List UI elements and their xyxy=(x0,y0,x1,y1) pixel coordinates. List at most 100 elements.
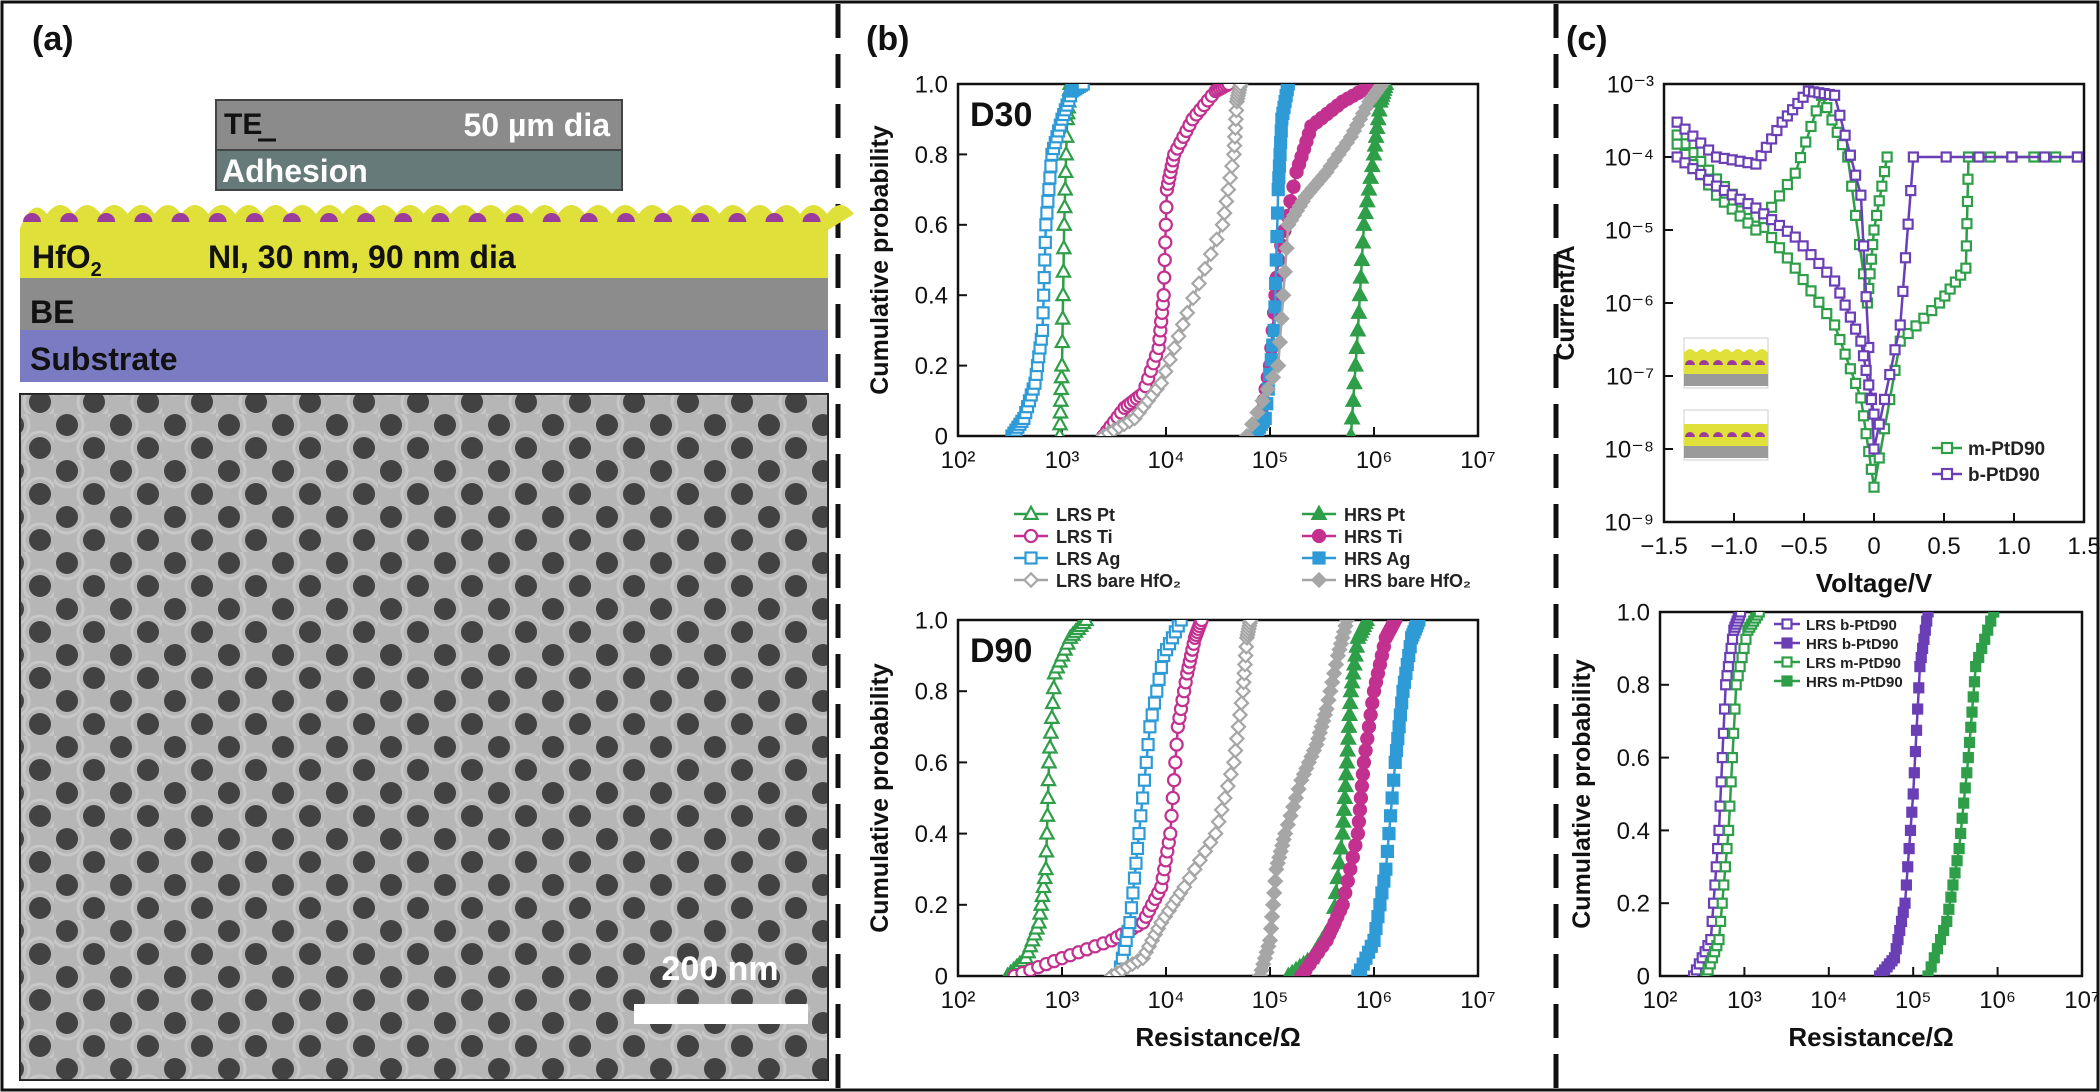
chart-d90: 10² 10³ 10⁴ 10⁵ 10⁶ 10⁷ 0 0.2 0.4 0.6 0.8 1.0 D90 Cum… xyxy=(866,607,1496,1052)
data-point xyxy=(1041,738,1059,754)
data-point xyxy=(1356,755,1372,770)
ni-particle xyxy=(765,213,784,222)
data-point xyxy=(1899,252,1912,264)
data-point xyxy=(1227,119,1244,137)
data-point xyxy=(1881,151,1893,163)
data-point xyxy=(1225,754,1243,771)
inset-ni xyxy=(1685,432,1695,437)
data-point xyxy=(1158,217,1173,232)
data-point xyxy=(1868,408,1880,420)
data-point xyxy=(1810,105,1822,117)
data-point xyxy=(1352,802,1368,818)
sem-shading xyxy=(20,394,828,1080)
data-point xyxy=(1734,210,1746,222)
data-point xyxy=(1227,742,1244,759)
x-tick-label: 10⁵ xyxy=(1252,987,1289,1014)
data-point xyxy=(1687,163,1699,175)
data-point xyxy=(1124,901,1139,915)
data-point xyxy=(1134,809,1148,823)
data-point xyxy=(1347,356,1365,372)
data-point xyxy=(1043,171,1057,185)
data-point xyxy=(1038,824,1056,840)
data-point xyxy=(1967,691,1979,703)
y-tick-label: 0 xyxy=(935,423,948,450)
data-point xyxy=(1388,755,1402,770)
legend-label: HRS Ag xyxy=(1344,549,1410,569)
data-point xyxy=(1721,670,1733,682)
inset-hfo2 xyxy=(1684,424,1768,446)
data-point xyxy=(1718,196,1730,208)
data-point xyxy=(1873,195,1885,207)
inset-be xyxy=(1684,374,1768,386)
data-point xyxy=(1958,797,1970,809)
data-point xyxy=(1349,320,1367,337)
data-point xyxy=(1310,571,1328,589)
data-point xyxy=(1234,683,1252,700)
data-point xyxy=(1052,391,1070,407)
data-point xyxy=(1345,655,1363,671)
te-layer xyxy=(215,99,623,151)
data-point xyxy=(1036,306,1050,320)
data-point xyxy=(1940,441,1954,455)
data-point xyxy=(1369,109,1387,126)
y-tick-label: 1.0 xyxy=(1617,599,1650,626)
data-point xyxy=(1363,156,1381,173)
legend-label: HRS Pt xyxy=(1344,505,1405,525)
data-point xyxy=(1717,727,1730,739)
data-point xyxy=(1268,300,1282,314)
adhesion-layer xyxy=(215,149,623,191)
data-point xyxy=(1902,861,1914,873)
data-point xyxy=(1781,225,1793,237)
data-point xyxy=(1053,367,1071,384)
data-point xyxy=(1839,348,1851,360)
ni-particle xyxy=(134,213,153,222)
device-stack: TE 50 µm dia Adhesion HfO2 NI, 30 nm, 90… xyxy=(20,99,854,382)
ni-particle xyxy=(319,213,338,222)
data-point xyxy=(1938,924,1950,937)
chart-d30: 10² 10³ 10⁴ 10⁵ 10⁶ 10⁷ 0 0.2 0.4 0.6 0.8 1.0 D30 Cum… xyxy=(866,71,1496,474)
x-tick-label: 10⁴ xyxy=(1147,447,1184,474)
data-point xyxy=(1379,862,1393,876)
ni-particle xyxy=(505,213,524,222)
data-point xyxy=(1139,755,1153,770)
inset-ni xyxy=(1755,432,1765,437)
data-point xyxy=(1190,275,1208,292)
data-point xyxy=(1262,920,1280,937)
data-point xyxy=(1145,708,1159,722)
data-point xyxy=(1039,788,1057,805)
legend-label: LRS m-PtD90 xyxy=(1806,655,1901,672)
data-point xyxy=(1926,305,1938,317)
data-point xyxy=(1834,287,1846,299)
data-point xyxy=(1729,703,1741,715)
data-point xyxy=(1164,808,1179,823)
series-b-ptd90 xyxy=(1671,85,2084,455)
data-point xyxy=(1267,323,1281,337)
data-point xyxy=(1322,683,1339,700)
data-point xyxy=(1032,895,1050,911)
data-point xyxy=(1966,706,1978,718)
data-point xyxy=(1242,620,1259,629)
x-tick-label: 0 xyxy=(1867,533,1880,560)
x-tick-label: 1.5 xyxy=(2067,533,2100,560)
data-point xyxy=(1805,120,1817,133)
y-tick-label: 0.6 xyxy=(1617,745,1650,772)
data-point xyxy=(1934,933,1947,946)
data-point xyxy=(1968,676,1981,688)
data-point xyxy=(1230,718,1247,735)
data-point xyxy=(1056,180,1074,196)
data-point xyxy=(1227,111,1245,128)
data-point xyxy=(1377,874,1391,888)
data-point xyxy=(1039,218,1053,232)
data-point xyxy=(1738,642,1750,655)
x-tick-label: 10³ xyxy=(1045,987,1080,1014)
y-tick-label: 0.2 xyxy=(1617,891,1650,918)
data-point xyxy=(1925,961,1937,973)
data-point xyxy=(1789,262,1801,274)
data-point xyxy=(1865,253,1877,265)
data-point xyxy=(1254,392,1271,409)
inset-be xyxy=(1684,446,1768,458)
data-point xyxy=(1263,908,1281,925)
data-point xyxy=(1274,136,1288,150)
data-point xyxy=(1038,806,1056,822)
